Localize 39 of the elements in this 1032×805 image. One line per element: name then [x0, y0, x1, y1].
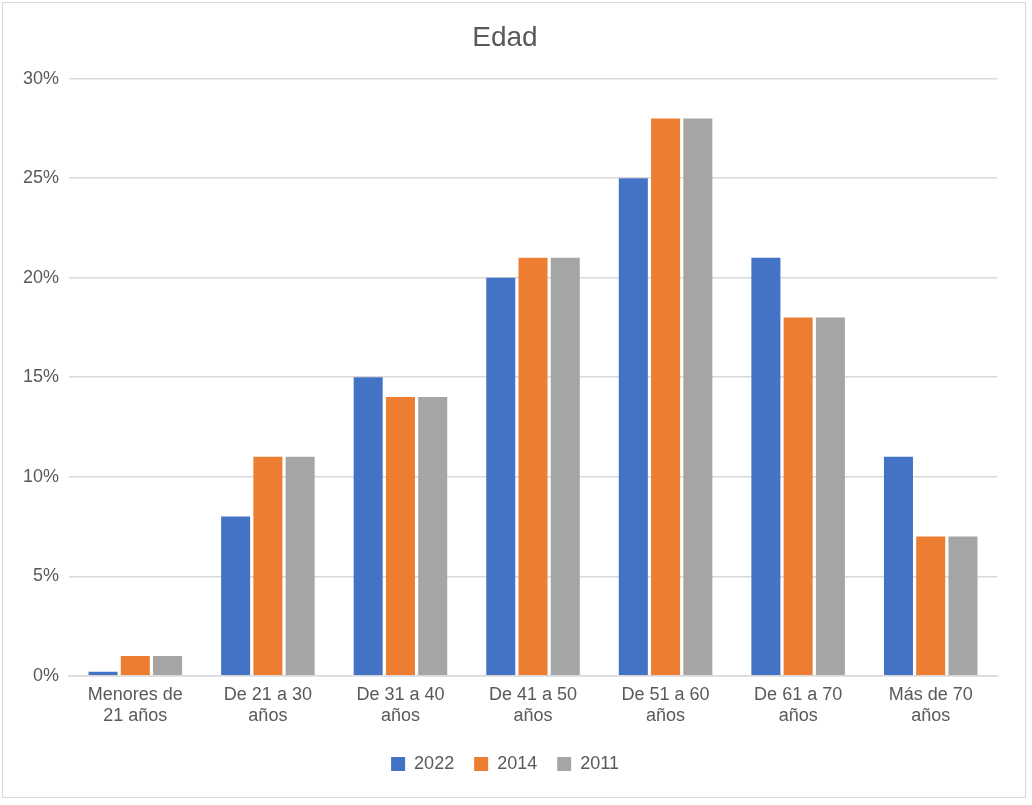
x-tick-label: De 21 a 30 años: [223, 683, 312, 726]
chart-title: Edad: [472, 20, 538, 52]
bar: [550, 257, 580, 676]
bar: [518, 257, 548, 676]
legend-label: 2011: [580, 752, 619, 773]
bar: [916, 536, 946, 676]
bar: [221, 516, 251, 676]
legend-label: 2014: [497, 752, 538, 773]
x-tick-label: De 61 a 70 años: [754, 683, 843, 726]
bar: [815, 317, 845, 676]
bar: [120, 655, 150, 676]
y-tick-label: 20%: [23, 266, 60, 287]
y-tick-label: 0%: [33, 664, 60, 685]
bar: [751, 257, 781, 676]
y-tick-label: 15%: [23, 366, 60, 387]
bar: [418, 397, 448, 676]
x-tick-label: Más de 70 años: [888, 683, 973, 726]
y-tick-label: 10%: [23, 465, 60, 486]
bar: [285, 456, 315, 676]
y-tick-label: 30%: [23, 67, 60, 88]
y-tick-label: 25%: [23, 167, 60, 188]
x-tick-label: De 51 a 60 años: [621, 683, 710, 726]
bar: [385, 397, 415, 676]
bar: [618, 178, 648, 676]
bar: [651, 118, 681, 676]
x-tick-label: Menores de 21 años: [87, 683, 183, 726]
bar: [88, 671, 118, 676]
bar: [948, 536, 978, 676]
x-tick-label: De 41 a 50 años: [488, 683, 578, 726]
bar: [783, 317, 813, 676]
legend-label: 2022: [414, 752, 455, 773]
bar: [683, 118, 713, 676]
bar: [883, 456, 913, 676]
bar: [486, 277, 516, 676]
x-tick-label: De 31 a 40 años: [356, 683, 445, 726]
bar: [353, 377, 383, 676]
y-tick-label: 5%: [33, 565, 60, 586]
bar: [153, 655, 183, 676]
bar: [253, 456, 283, 676]
